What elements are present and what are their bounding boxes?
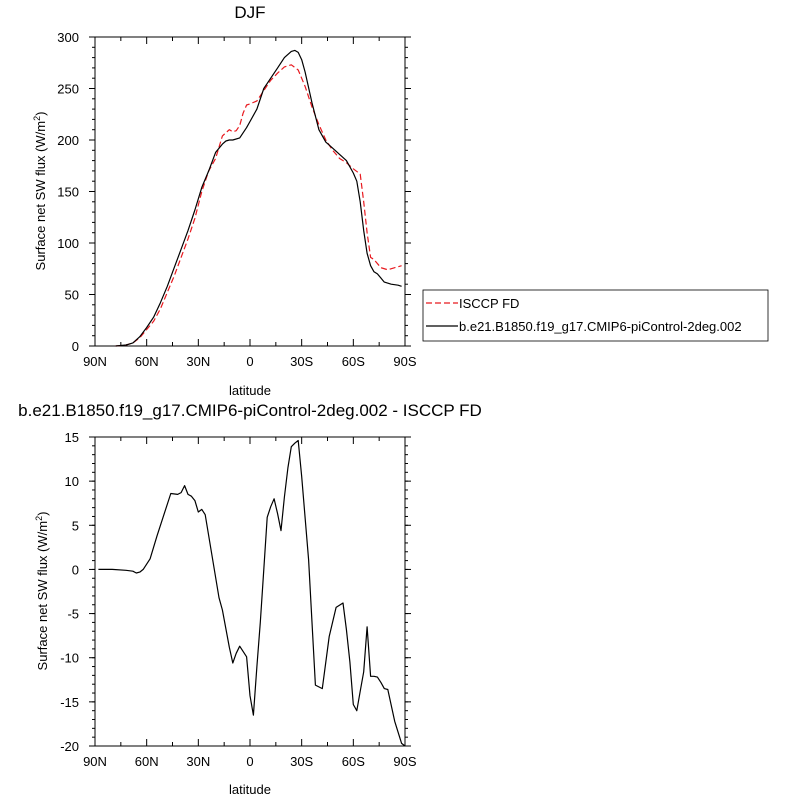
top-series-line-1 <box>115 49 402 347</box>
bottom-x-tick-label: 30N <box>186 754 210 769</box>
top-x-tick-label: 90S <box>393 354 416 369</box>
top-x-tick-label: 0 <box>246 354 253 369</box>
top-y-tick-label: 50 <box>65 288 79 303</box>
top-y-tick-label: 100 <box>57 236 79 251</box>
bottom-x-tick-label: 30S <box>290 754 313 769</box>
bottom-x-tick-label: 90N <box>83 754 107 769</box>
legend-box <box>422 289 769 342</box>
top-y-tick-label: 250 <box>57 82 79 97</box>
bottom-y-tick-label: 10 <box>65 474 79 489</box>
legend: ISCCP FD b.e21.B1850.f19_g17.CMIP6-piCon… <box>422 289 769 342</box>
bottom-series-line-0 <box>98 439 406 747</box>
top-y-tick-label: 300 <box>57 30 79 45</box>
bottom-y-tick-label: -15 <box>60 695 79 710</box>
bottom-x-tick-label: 90S <box>393 754 416 769</box>
legend-label-model: b.e21.B1850.f19_g17.CMIP6-piControl-2deg… <box>459 319 742 334</box>
bottom-x-tick-label: 0 <box>246 754 253 769</box>
top-y-tick-label: 0 <box>72 339 79 354</box>
bottom-y-tick-label: -20 <box>60 739 79 754</box>
top-x-axis-label: latitude <box>229 383 271 398</box>
bottom-chart: b.e21.B1850.f19_g17.CMIP6-piControl-2deg… <box>18 401 482 797</box>
bottom-x-tick-label: 60S <box>342 754 365 769</box>
top-y-tick-label: 150 <box>57 185 79 200</box>
bottom-y-axis-label: Surface net SW flux (W/m2) <box>34 512 50 671</box>
bottom-plot-area: 90N 60N 30N 0 30S 60S 90S 15 10 5 0 -5 -10 -15 -20 <box>60 430 417 769</box>
top-chart: DJF 90N 60N 30N 0 30S 60S 90S 0 50 100 150 200 250 30… <box>32 3 769 398</box>
top-x-tick-label: 90N <box>83 354 107 369</box>
top-plot-area: 90N 60N 30N 0 30S 60S 90S 0 50 100 150 200 250 300 <box>57 30 417 369</box>
top-series-line-0 <box>115 64 402 347</box>
top-chart-title: DJF <box>234 3 265 22</box>
bottom-y-tick-label: -5 <box>67 607 79 622</box>
bottom-chart-title: b.e21.B1850.f19_g17.CMIP6-piControl-2deg… <box>18 401 482 420</box>
top-x-tick-label: 30N <box>186 354 210 369</box>
top-y-axis-label-main: Surface net SW flux (W/m <box>33 121 48 271</box>
top-x-tick-label: 60N <box>135 354 159 369</box>
legend-label-isccp: ISCCP FD <box>459 296 519 311</box>
top-x-tick-label: 60S <box>342 354 365 369</box>
bottom-y-tick-label: 5 <box>72 518 79 533</box>
bottom-y-tick-label: 0 <box>72 562 79 577</box>
top-y-tick-label: 200 <box>57 133 79 148</box>
top-y-axis-label-end: ) <box>33 112 48 116</box>
bottom-y-axis-label-sup: 2 <box>34 516 44 521</box>
top-y-axis-label-sup: 2 <box>32 116 42 121</box>
bottom-x-axis-label: latitude <box>229 782 271 797</box>
bottom-x-tick-label: 60N <box>135 754 159 769</box>
bottom-y-axis-label-main: Surface net SW flux (W/m <box>35 521 50 671</box>
top-y-axis-label: Surface net SW flux (W/m2) <box>32 112 48 271</box>
top-x-tick-label: 30S <box>290 354 313 369</box>
bottom-y-axis-label-end: ) <box>35 512 50 516</box>
bottom-y-tick-label: -10 <box>60 651 79 666</box>
bottom-y-tick-label: 15 <box>65 430 79 445</box>
